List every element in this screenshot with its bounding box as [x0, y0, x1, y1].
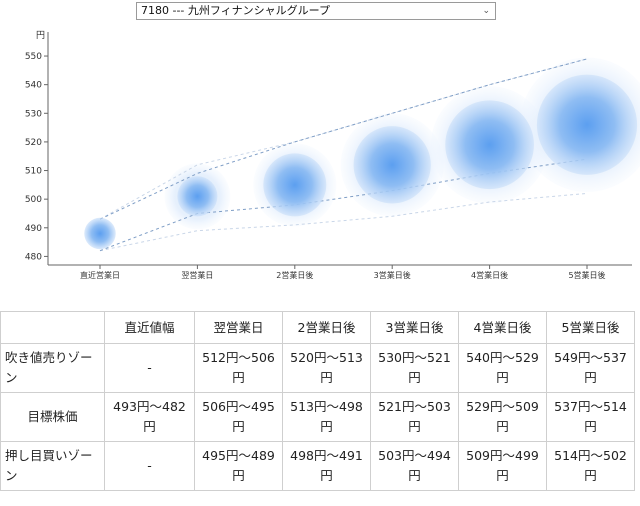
stock-selector[interactable]: 7180 --- 九州フィナンシャルグループ ⌄ [136, 2, 496, 20]
data-point [84, 217, 116, 250]
outer-upper-line [99, 58, 588, 220]
y-tick-label: 510 [25, 167, 42, 177]
x-tick-label: 2営業日後 [276, 270, 313, 280]
stock-selector-value: 7180 --- 九州フィナンシャルグループ [141, 4, 331, 17]
y-tick-label: 540 [25, 81, 42, 91]
table-cell: 503円～494円 [370, 441, 459, 491]
zone-table: 直近値幅 翌営業日 2営業日後 3営業日後 4営業日後 5営業日後 吹き値売りゾ… [0, 311, 635, 491]
y-tick-label: 530 [25, 109, 42, 119]
y-tick-label: 500 [25, 195, 42, 205]
x-tick-label: 3営業日後 [374, 270, 411, 280]
table-header-row: 直近値幅 翌営業日 2営業日後 3営業日後 4営業日後 5営業日後 [0, 311, 635, 344]
axes: 480 490 500 510 520 530 540 550 直近営業日 翌営業日 2営業日後 3営… [25, 32, 632, 280]
y-tick-label: 550 [25, 52, 42, 62]
table-header-cell: 直近値幅 [104, 311, 195, 344]
table-cell: 506円～495円 [194, 392, 283, 442]
table-row: 目標株価 493円～482円 506円～495円 513円～498円 521円～… [0, 392, 635, 442]
row-label: 吹き値売りゾーン [0, 343, 105, 393]
table-cell: 498円～491円 [282, 441, 371, 491]
y-tick-label: 480 [25, 252, 42, 262]
chevron-down-icon: ⌄ [482, 6, 490, 16]
table-header-cell: 翌営業日 [194, 311, 283, 344]
table-header-cell: 3営業日後 [370, 311, 459, 344]
table-cell: 520円～513円 [282, 343, 371, 393]
table-header-cell: 4営業日後 [458, 311, 547, 344]
x-tick-label: 翌営業日 [181, 270, 213, 280]
table-cell: 493円～482円 [104, 392, 195, 442]
table-cell: 514円～502円 [546, 441, 635, 491]
data-point [263, 153, 327, 217]
table-cell: 537円～514円 [546, 392, 635, 442]
table-cell: - [104, 441, 195, 491]
table-cell: 549円～537円 [546, 343, 635, 393]
table-cell: 530円～521円 [370, 343, 459, 393]
table-cell: 513円～498円 [282, 392, 371, 442]
table-cell: 512円～506円 [194, 343, 283, 393]
core-layer [84, 74, 638, 250]
forecast-chart: 480 490 500 510 520 530 540 550 直近営業日 翌営業日 2営業日後 3営… [25, 30, 640, 280]
data-point [353, 126, 431, 204]
table-row: 吹き値売りゾーン - 512円～506円 520円～513円 530円～521円… [0, 343, 635, 393]
x-tick-label: 5営業日後 [568, 270, 605, 280]
x-tick-label: 4営業日後 [471, 270, 508, 280]
data-point [177, 176, 218, 217]
table-header-cell: 5営業日後 [546, 311, 635, 344]
table-row: 押し目買いゾーン - 495円～489円 498円～491円 503円～494円… [0, 441, 635, 491]
y-axis-unit: 円 [36, 30, 45, 41]
table-cell: 495円～489円 [194, 441, 283, 491]
x-tick-label: 直近営業日 [80, 270, 120, 280]
row-label: 押し目買いゾーン [0, 441, 105, 491]
table-header-cell [0, 311, 105, 344]
table-cell: 521円～503円 [370, 392, 459, 442]
y-tick-label: 490 [25, 224, 42, 234]
row-label: 目標株価 [0, 392, 105, 442]
y-tick-label: 520 [25, 138, 42, 148]
data-point [536, 74, 638, 175]
outer-lower-line [99, 192, 588, 252]
table-cell: 529円～509円 [458, 392, 547, 442]
table-cell: 509円～499円 [458, 441, 547, 491]
data-point [445, 100, 534, 190]
table-cell: 540円～529円 [458, 343, 547, 393]
table-cell: - [104, 343, 195, 393]
upper-band-line [99, 58, 588, 220]
table-header-cell: 2営業日後 [282, 311, 371, 344]
